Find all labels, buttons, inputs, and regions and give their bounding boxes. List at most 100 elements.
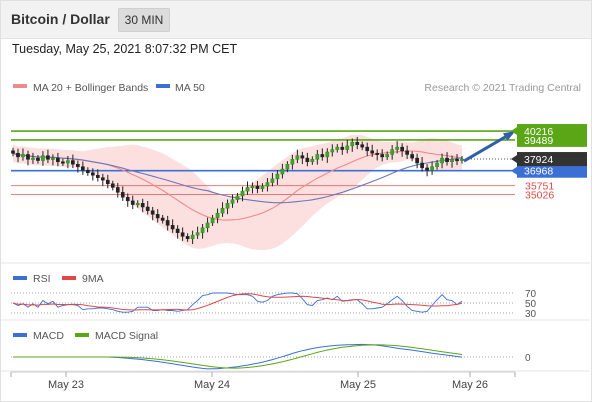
rsi-level-50: 50	[525, 299, 537, 310]
chart-title: Bitcoin / Dollar	[11, 11, 110, 27]
rsi-ma-legend-label: 9MA	[82, 273, 104, 285]
candle	[240, 186, 245, 202]
candle	[125, 193, 130, 207]
macd-level-0: 0	[525, 353, 531, 364]
current-price-box	[517, 152, 587, 167]
candle	[155, 209, 160, 223]
ma50-legend-swatch	[156, 84, 170, 88]
candle	[435, 159, 439, 170]
level-label-36968: 36968	[524, 166, 553, 178]
macd-panel: 0	[11, 343, 531, 370]
candle	[190, 230, 195, 245]
candle	[255, 180, 260, 194]
timestamp: Tuesday, May 25, 2021 8:07:32 PM CET	[12, 42, 238, 56]
candle	[225, 199, 230, 215]
candle	[310, 156, 315, 165]
candle	[380, 149, 385, 162]
level-label-40216: 40216	[524, 126, 553, 138]
candle	[280, 163, 285, 179]
candle	[110, 180, 115, 191]
price-levels	[11, 130, 515, 195]
candle	[16, 148, 20, 163]
x-tick-label: May 25	[340, 379, 376, 391]
candle	[425, 164, 429, 177]
candle	[300, 151, 305, 165]
x-axis: May 23 May 24 May 25 May 26	[10, 371, 516, 391]
candle	[135, 200, 140, 208]
candle	[315, 149, 320, 165]
candle	[385, 151, 390, 160]
candle	[405, 145, 409, 159]
candle	[340, 142, 345, 155]
candle	[325, 148, 330, 163]
candle	[295, 149, 300, 164]
candle	[430, 161, 434, 175]
candle	[410, 151, 414, 162]
candle	[145, 201, 150, 215]
pivot-box	[517, 163, 587, 178]
candle	[390, 145, 395, 160]
candle	[76, 160, 80, 173]
candle	[215, 208, 220, 224]
x-tick-label: May 23	[48, 379, 84, 391]
candle	[355, 136, 360, 150]
candle	[420, 157, 424, 172]
candle	[220, 202, 225, 217]
candle	[46, 149, 50, 164]
candle	[195, 226, 200, 239]
ma20-legend-label: MA 20 + Bollinger Bands	[33, 82, 148, 94]
candle	[180, 227, 185, 241]
candle	[330, 144, 335, 157]
candle	[285, 161, 290, 173]
resistance-box	[517, 124, 587, 147]
candle	[175, 225, 180, 239]
candle	[205, 217, 210, 233]
credit-text: Research © 2021 Trading Central	[424, 82, 581, 94]
rsi-level-70: 70	[525, 289, 537, 300]
candle	[290, 154, 295, 170]
x-tick-label: May 24	[194, 379, 230, 391]
rsi-ma-line	[12, 293, 463, 311]
chart-header: Bitcoin / Dollar 30 MIN	[0, 0, 592, 39]
candle	[245, 181, 250, 195]
candle	[270, 172, 275, 187]
candle	[210, 214, 215, 226]
candle	[415, 153, 419, 169]
macd-signal-legend-swatch	[75, 333, 89, 337]
ma20-legend-swatch	[13, 84, 27, 88]
forecast-arrow	[463, 131, 513, 163]
rsi-legend-swatch	[13, 276, 27, 280]
candle	[130, 195, 135, 210]
candle	[26, 150, 30, 166]
candle	[11, 147, 15, 157]
candle	[85, 167, 90, 176]
candle	[200, 223, 205, 239]
candle	[350, 138, 355, 152]
macd-legend-swatch	[13, 333, 27, 337]
candle	[105, 174, 110, 189]
candle	[185, 233, 190, 242]
candle	[320, 148, 325, 161]
candle	[265, 178, 270, 192]
candle	[165, 215, 170, 231]
candle	[140, 198, 145, 213]
candle	[250, 182, 255, 194]
candle	[230, 194, 235, 208]
candle	[120, 186, 125, 202]
ma50-legend-label: MA 50	[175, 82, 205, 94]
candle	[95, 169, 100, 182]
candle	[440, 153, 444, 169]
macd-signal-legend-label: MACD Signal	[95, 330, 158, 342]
candle	[395, 141, 400, 154]
macd-signal-line	[13, 344, 463, 369]
candle	[61, 158, 65, 167]
candle	[375, 149, 380, 161]
candle	[400, 143, 404, 157]
level-label-35751: 35751	[525, 181, 554, 193]
candle	[66, 156, 70, 169]
candle	[160, 214, 165, 224]
candle	[370, 144, 375, 158]
interval-button[interactable]: 30 MIN	[118, 8, 170, 32]
